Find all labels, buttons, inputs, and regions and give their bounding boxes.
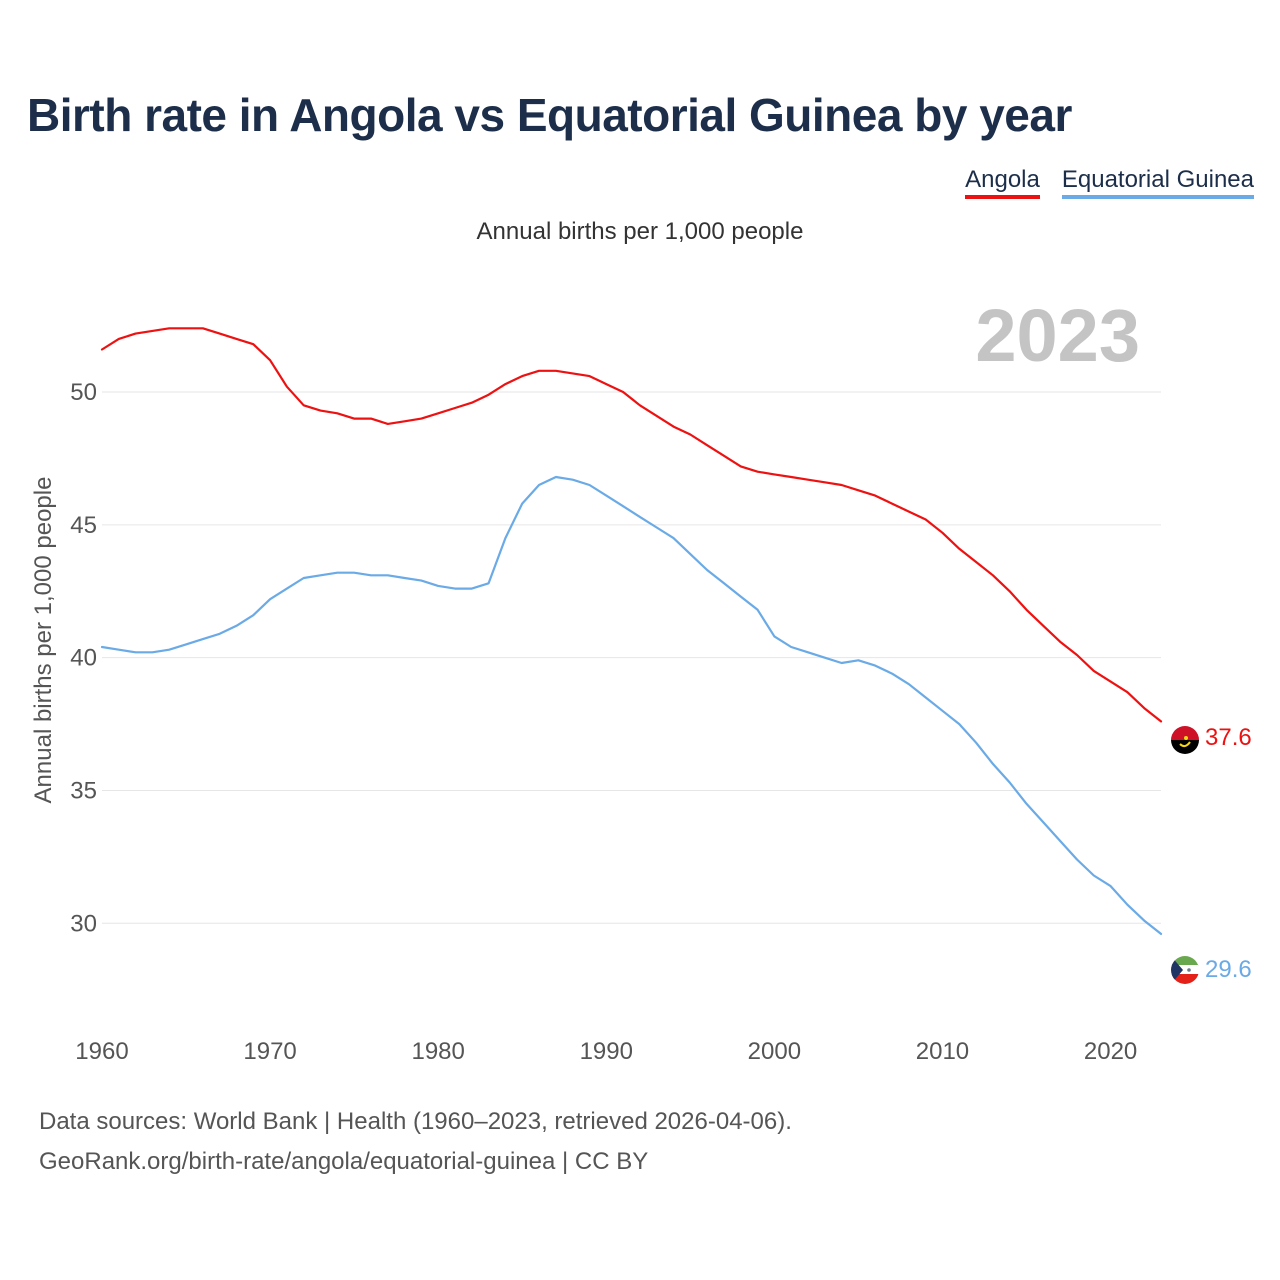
x-tick-label: 1970: [243, 1038, 296, 1065]
y-tick-label: 40: [70, 645, 97, 672]
x-tick-label: 1990: [580, 1038, 633, 1065]
x-tick-label: 1980: [411, 1038, 464, 1065]
y-tick-label: 45: [70, 512, 97, 539]
y-axis-title: Annual births per 1,000 people: [30, 477, 57, 804]
source-url: GeoRank.org/birth-rate/angola/equatorial…: [39, 1148, 649, 1175]
angola-flag-icon: [1171, 726, 1199, 754]
y-tick-label: 50: [70, 379, 97, 406]
legend-item-angola[interactable]: Angola: [965, 166, 1040, 199]
legend: Angola Equatorial Guinea: [965, 166, 1254, 199]
series-line-angola[interactable]: [100, 327, 1163, 723]
y-tick-label: 30: [70, 910, 97, 937]
x-tick-label: 1960: [75, 1038, 128, 1065]
legend-item-equatorial-guinea[interactable]: Equatorial Guinea: [1061, 166, 1254, 199]
end-label-equatorial-guinea: 29.6: [1205, 956, 1252, 983]
year-watermark: 2023: [975, 294, 1140, 377]
x-tick-label: 2000: [748, 1038, 801, 1065]
y-tick-label: 35: [70, 777, 97, 804]
end-label-angola: 37.6: [1205, 724, 1252, 751]
equatorial-guinea-flag-icon: [1171, 956, 1199, 984]
x-tick-label: 2010: [916, 1038, 969, 1065]
chart-subtitle: Annual births per 1,000 people: [476, 218, 804, 245]
series-line-equatorial-guinea[interactable]: [100, 475, 1163, 936]
chart-title: Birth rate in Angola vs Equatorial Guine…: [27, 89, 1072, 141]
x-tick-label: 2020: [1084, 1038, 1137, 1065]
data-source-note: Data sources: World Bank | Health (1960–…: [39, 1108, 792, 1135]
